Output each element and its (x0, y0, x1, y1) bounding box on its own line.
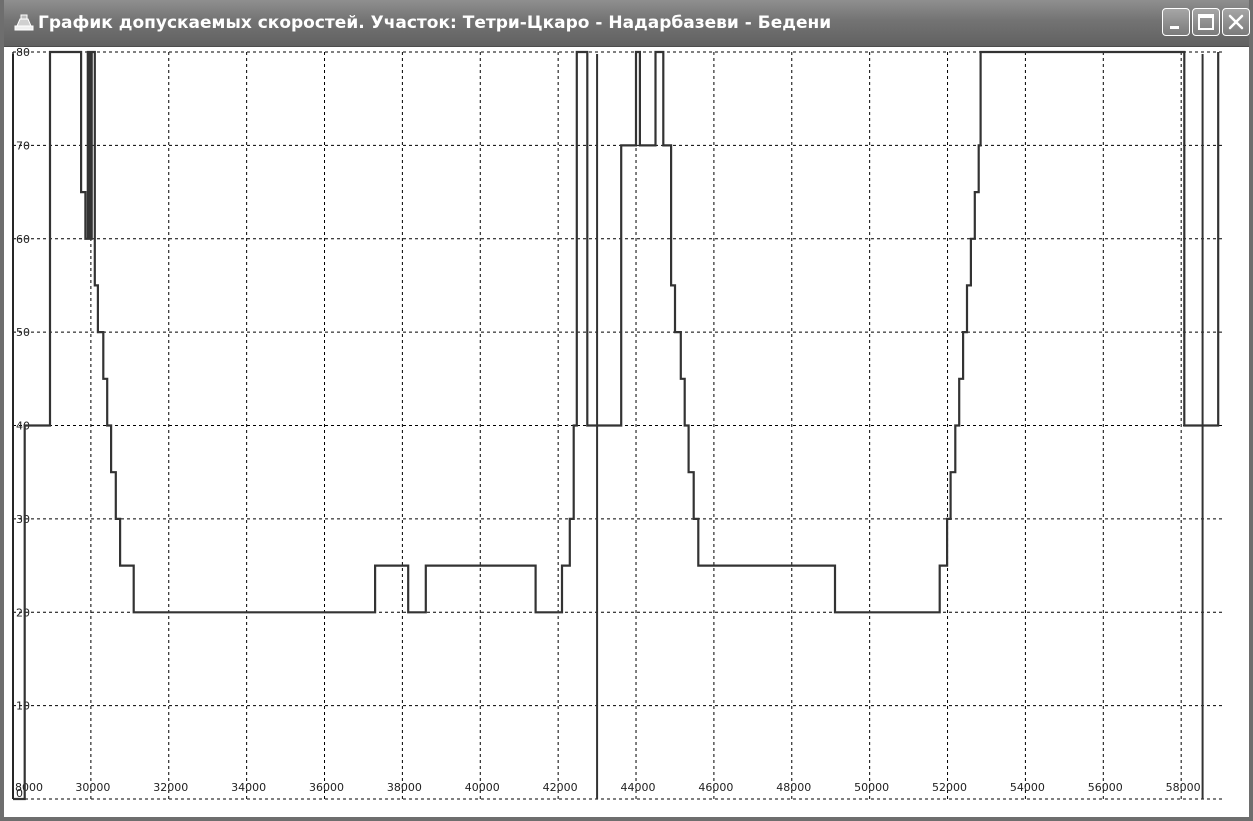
x-tick-label: 40000 (465, 781, 500, 794)
y-tick-label: 0 (16, 787, 23, 800)
y-tick-label: 50 (16, 326, 30, 339)
x-tick-label: 52000 (932, 781, 967, 794)
window-title: График допускаемых скоростей. Участок: Т… (38, 13, 832, 33)
y-tick-label: 70 (16, 139, 30, 152)
y-tick-label: 40 (16, 420, 30, 433)
x-tick-label: 32000 (153, 781, 188, 794)
speed-series-line (13, 50, 1220, 801)
x-tick-label: 34000 (231, 781, 266, 794)
x-tick-label: 8000 (15, 781, 43, 794)
x-tick-label: 38000 (387, 781, 422, 794)
x-tick-label: 50000 (854, 781, 889, 794)
close-button[interactable] (1222, 8, 1250, 36)
speed-chart: 0 10 20 30 40 50 60 70 80 8000 30000 32000 34000 3600… (8, 47, 1249, 817)
y-tick-label: 20 (16, 606, 30, 619)
x-tick-label: 58000 (1166, 781, 1201, 794)
maximize-icon (1198, 14, 1214, 30)
y-tick-label: 10 (16, 700, 30, 713)
app-icon (14, 14, 34, 31)
x-tick-label: 36000 (309, 781, 344, 794)
x-tick-label: 54000 (1010, 781, 1045, 794)
x-tick-label: 56000 (1088, 781, 1123, 794)
minimize-icon (1170, 26, 1179, 29)
title-bar[interactable]: График допускаемых скоростей. Участок: Т… (4, 0, 1250, 47)
x-tick-label: 46000 (698, 781, 733, 794)
maximize-button[interactable] (1192, 8, 1220, 36)
x-tick-label: 42000 (543, 781, 578, 794)
x-tick-label: 44000 (621, 781, 656, 794)
y-tick-label: 60 (16, 233, 30, 246)
y-tick-label: 80 (16, 47, 30, 59)
minimize-button[interactable] (1162, 8, 1190, 36)
chart-svg: 0 10 20 30 40 50 60 70 80 8000 30000 32000 34000 3600… (12, 47, 1224, 801)
y-tick-label: 30 (16, 513, 30, 526)
x-tick-label: 48000 (776, 781, 811, 794)
x-tick-label: 30000 (75, 781, 110, 794)
close-icon (1228, 14, 1244, 30)
